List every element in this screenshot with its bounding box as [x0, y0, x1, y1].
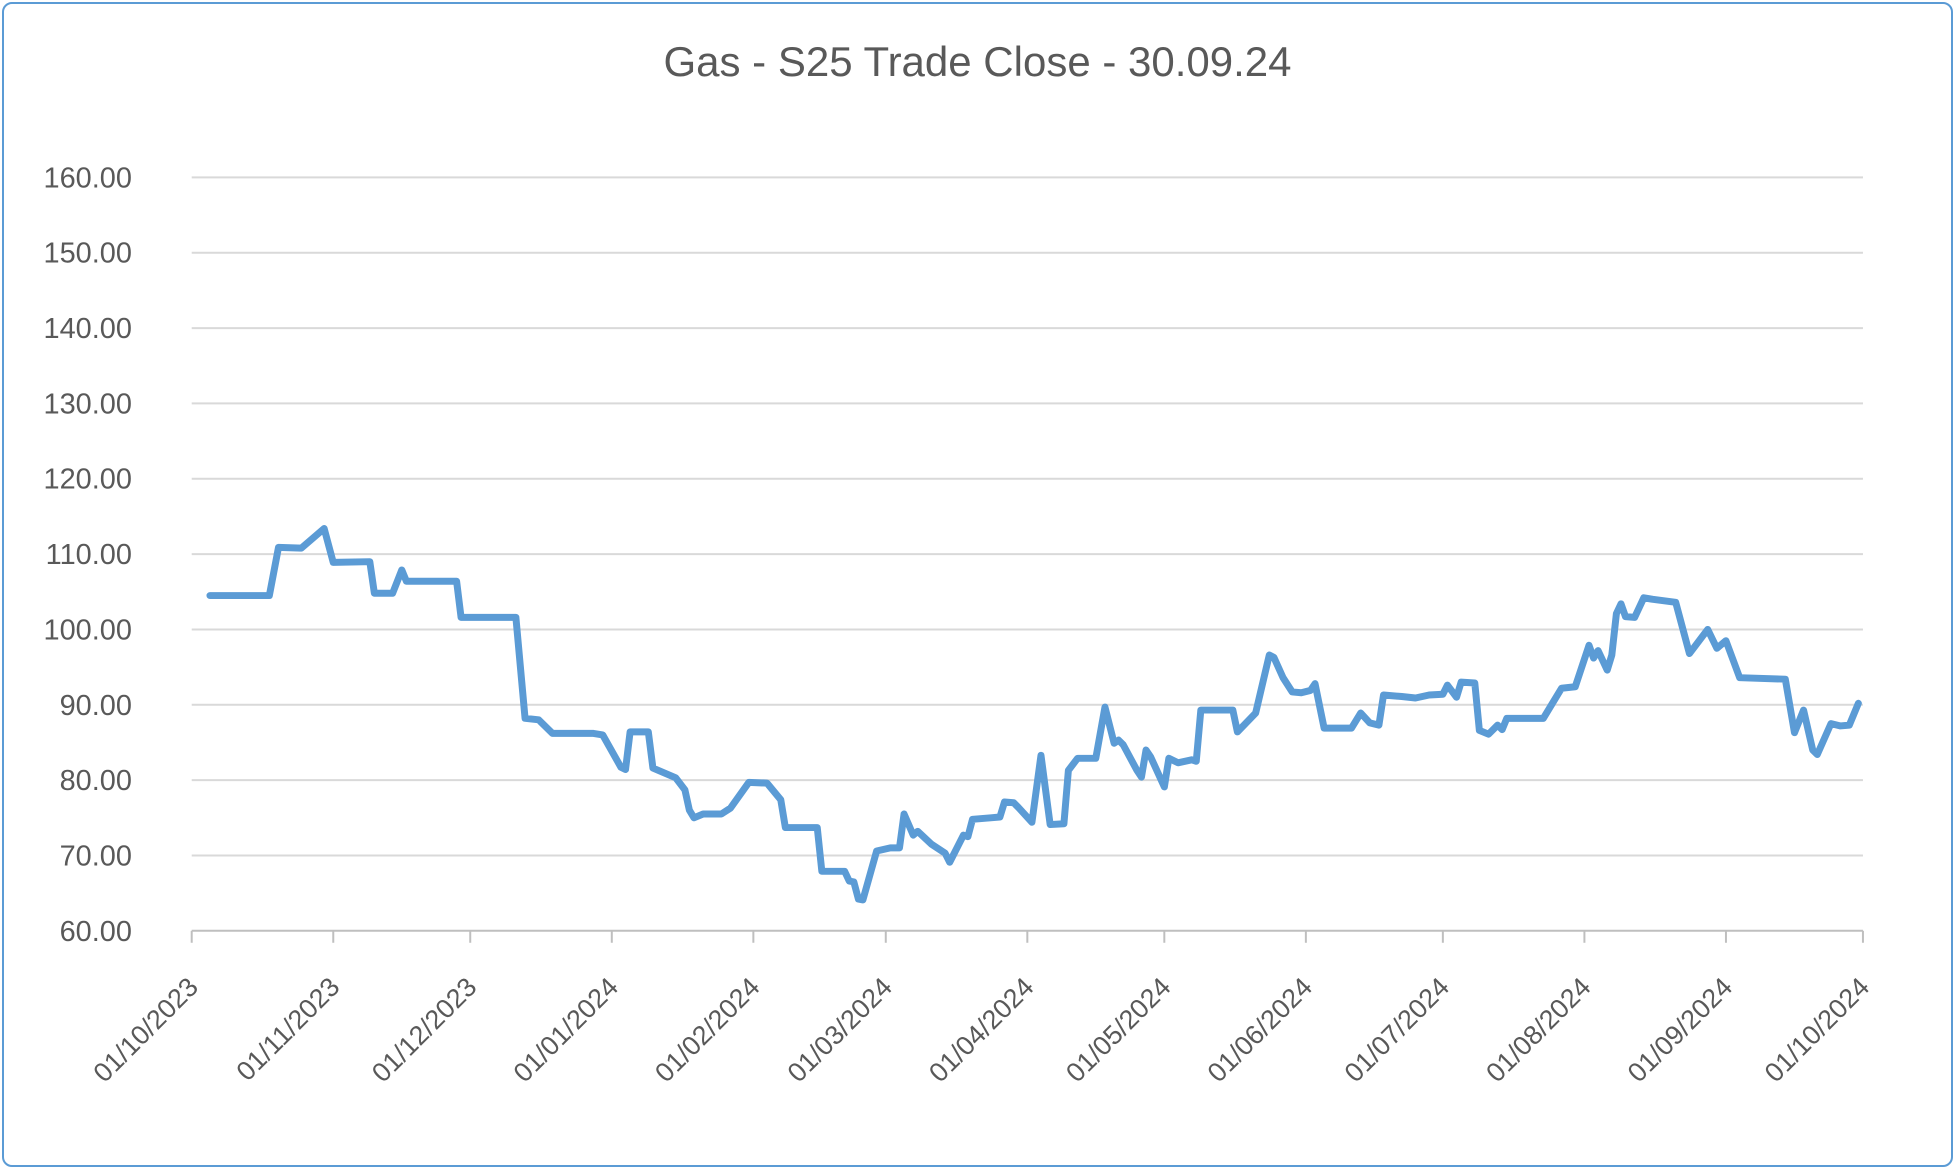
- x-axis-label: 01/03/2024: [782, 972, 898, 1088]
- x-axis-label: 01/08/2024: [1480, 972, 1596, 1088]
- y-axis-label: 140.00: [44, 313, 132, 345]
- x-axis-label: 01/05/2024: [1060, 972, 1176, 1088]
- series-line: [206, 525, 1862, 904]
- x-axis-label: 01/04/2024: [923, 972, 1039, 1088]
- chart-plot-area: 60.00 70.00 80.00 90.00 100.00 110.00 120.00 13…: [44, 162, 1876, 1088]
- x-axis-label: 01/02/2024: [649, 972, 765, 1088]
- y-axis-label: 100.00: [44, 614, 132, 646]
- x-axis-label: 01/01/2024: [508, 972, 624, 1088]
- chart-title: Gas - S25 Trade Close - 30.09.24: [663, 38, 1292, 85]
- y-axis-label: 160.00: [44, 162, 132, 194]
- y-axis-label: 130.00: [44, 388, 132, 420]
- x-axis-label: 01/06/2024: [1202, 972, 1318, 1088]
- x-axis-label: 01/10/2024: [1759, 972, 1875, 1088]
- y-axis-label: 120.00: [44, 464, 132, 496]
- y-axis-label: 70.00: [60, 840, 132, 872]
- y-axis-label: 60.00: [60, 916, 132, 948]
- x-axis-label: 01/07/2024: [1339, 972, 1455, 1088]
- x-axis-label: 01/09/2024: [1622, 972, 1738, 1088]
- y-axis-label: 80.00: [60, 765, 132, 797]
- y-axis-label: 110.00: [46, 539, 132, 571]
- x-axis-label: 01/11/2023: [231, 972, 346, 1087]
- y-axis-label: 150.00: [44, 238, 132, 270]
- y-axis-label: 90.00: [60, 690, 132, 722]
- x-axis-label: 01/12/2023: [366, 972, 482, 1088]
- x-axis-label: 01/10/2023: [88, 972, 204, 1088]
